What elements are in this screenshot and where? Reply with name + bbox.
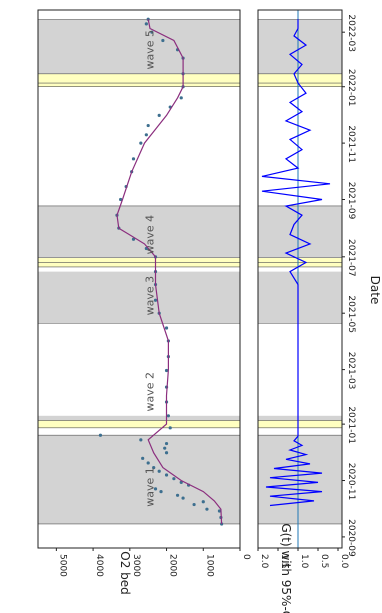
date-tick-label: 2021-11 bbox=[346, 125, 356, 163]
data-point bbox=[164, 368, 169, 373]
data-point bbox=[139, 141, 143, 145]
data-point bbox=[146, 461, 150, 465]
data-point bbox=[164, 441, 169, 446]
wave-label-2: wave 2 bbox=[144, 372, 157, 412]
bottom-value-tick-label: 0.5 bbox=[319, 554, 329, 568]
date-tick-label: 2020-09 bbox=[346, 519, 356, 557]
date-tick-label: 2021-07 bbox=[346, 239, 356, 277]
date-tick-label: 2021-05 bbox=[346, 295, 356, 333]
event-lines bbox=[38, 18, 342, 525]
data-point bbox=[164, 451, 169, 455]
wave-bands-top bbox=[38, 19, 240, 524]
y-axis-label-bottom: G(t) with 95%-CI bbox=[279, 523, 293, 613]
data-point bbox=[146, 123, 150, 128]
top-value-tick-label: 4000 bbox=[94, 554, 104, 577]
data-point bbox=[131, 237, 136, 241]
fit-line bbox=[116, 19, 223, 525]
data-point bbox=[166, 414, 170, 418]
wave-band-top-4 bbox=[38, 205, 240, 258]
wave-label-1: wave 1 bbox=[144, 467, 157, 507]
data-point bbox=[168, 426, 172, 430]
growth-line bbox=[261, 19, 331, 507]
date-tick-label: 2021-03 bbox=[346, 352, 356, 390]
data-point bbox=[152, 465, 156, 470]
data-point bbox=[153, 487, 158, 491]
data-point bbox=[179, 96, 183, 100]
data-point bbox=[161, 38, 165, 43]
top-value-tick-label: 2000 bbox=[168, 554, 178, 577]
data-point bbox=[181, 496, 185, 500]
data-point bbox=[153, 298, 158, 302]
date-tick-label: 2021-01 bbox=[346, 406, 356, 444]
wave-band-top-5 bbox=[38, 19, 240, 74]
bottom-value-tick-label: 2.0 bbox=[259, 554, 269, 569]
wave-band-top-1 bbox=[38, 435, 240, 524]
y-axis-label-top: O2 bed bbox=[118, 551, 132, 595]
o2-bed-series: wave 1 wave 2 wave 3 wave 4 wave 5 bbox=[98, 17, 224, 526]
data-point bbox=[164, 473, 169, 477]
data-point bbox=[157, 113, 161, 117]
highlight-band-bottom-1 bbox=[258, 420, 342, 428]
date-tick-label: 2021-09 bbox=[346, 182, 356, 220]
wave-bands-bottom bbox=[258, 19, 342, 524]
wave-band-bottom-1 bbox=[258, 435, 342, 524]
data-point bbox=[205, 507, 209, 511]
wave-label-5: wave 5 bbox=[144, 30, 157, 70]
data-point bbox=[163, 446, 167, 450]
wave-label-4: wave 4 bbox=[144, 215, 157, 255]
data-point bbox=[175, 493, 180, 497]
bottom-value-tick-label: 1.5 bbox=[279, 554, 289, 568]
data-point bbox=[217, 509, 222, 513]
data-point bbox=[98, 433, 103, 437]
axes-frames bbox=[37, 9, 343, 549]
data-point bbox=[172, 477, 176, 481]
tick-labels: 0 1000 2000 3000 4000 5000 0.0 0.5 1.0 1.5 2.0 2020… bbox=[55, 14, 356, 577]
highlight-band-bottom-3 bbox=[258, 73, 342, 87]
data-point bbox=[201, 500, 205, 504]
wave-band-bottom-5 bbox=[258, 19, 342, 74]
wave-band-top-2 bbox=[38, 415, 240, 421]
highlight-band-top-3 bbox=[38, 73, 240, 87]
data-point bbox=[159, 490, 163, 494]
x-axis-label: Date bbox=[368, 276, 382, 305]
data-point bbox=[150, 30, 154, 34]
wave-band-top-3 bbox=[38, 271, 240, 324]
top-value-tick-label: 0 bbox=[241, 554, 251, 560]
date-tick-label: 2022-01 bbox=[346, 69, 356, 107]
data-point bbox=[164, 326, 169, 330]
top-value-tick-label: 3000 bbox=[131, 554, 141, 577]
bottom-panel-frame bbox=[257, 9, 343, 549]
data-point bbox=[119, 197, 123, 202]
wave-label-3: wave 3 bbox=[144, 276, 157, 316]
top-value-tick-label: 5000 bbox=[57, 554, 67, 577]
data-point bbox=[131, 157, 136, 161]
wave-band-bottom-2 bbox=[258, 415, 342, 421]
data-point bbox=[144, 133, 148, 137]
data-point bbox=[139, 438, 143, 442]
date-tick-label: 2020-11 bbox=[346, 463, 356, 501]
date-tick-label: 2022-03 bbox=[346, 14, 356, 52]
data-point bbox=[157, 469, 161, 473]
top-panel-frame bbox=[37, 9, 241, 549]
data-point bbox=[141, 456, 145, 460]
top-value-tick-label: 1000 bbox=[204, 554, 214, 577]
highlight-band-top-1 bbox=[38, 420, 240, 428]
growth-rate-series bbox=[261, 10, 331, 548]
data-point bbox=[144, 22, 148, 26]
bottom-value-tick-label: 1.0 bbox=[299, 554, 309, 569]
bottom-value-tick-label: 0.0 bbox=[339, 554, 349, 569]
data-point bbox=[192, 502, 196, 507]
wave-band-bottom-3 bbox=[258, 271, 342, 324]
